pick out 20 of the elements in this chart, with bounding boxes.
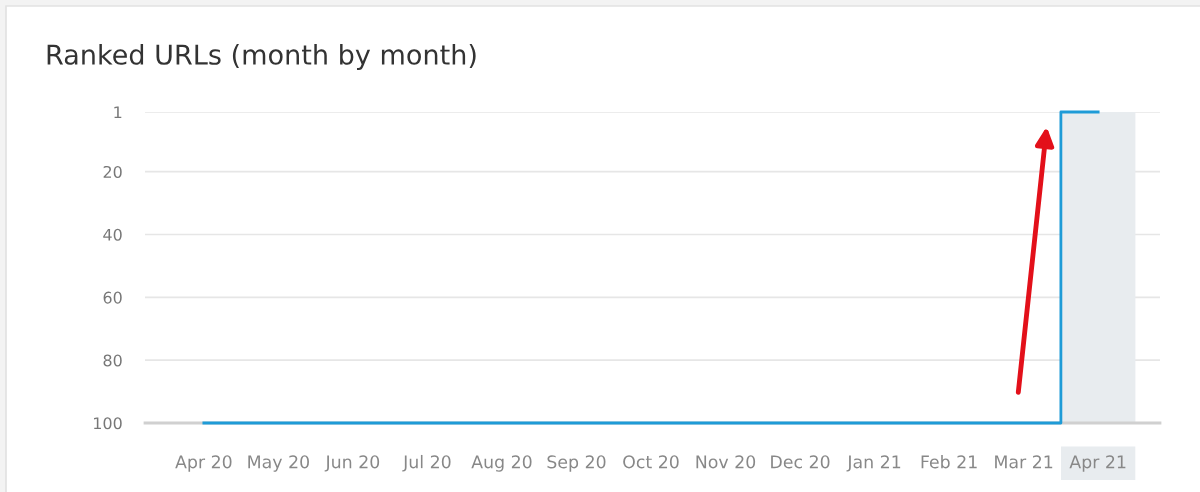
- y-tick-label: 20: [103, 165, 122, 178]
- y-tick-label: 80: [103, 354, 122, 367]
- x-tick-label: Feb 21: [921, 454, 977, 469]
- x-tick-label: May 20: [248, 455, 309, 472]
- x-tick-label: Jul 20: [402, 454, 451, 472]
- y-tick-label: 100: [94, 417, 122, 430]
- x-tick-label: Aug 20: [471, 455, 532, 472]
- x-tick-label: Nov 20: [696, 455, 756, 469]
- y-tick-label: 1: [114, 106, 122, 119]
- y-tick-label: 40: [103, 228, 122, 241]
- x-tick-label: Jun 20: [324, 455, 380, 472]
- x-tick-label: Mar 21: [995, 455, 1053, 469]
- x-tick-label: Sep 20: [547, 455, 606, 472]
- x-tick-label: Apr 20: [175, 455, 232, 472]
- x-tick-label: Apr 21: [1069, 455, 1126, 472]
- x-tick-label: Oct 20: [623, 455, 679, 469]
- x-tick-label: Jan 21: [846, 455, 901, 472]
- y-tick-label: 60: [103, 291, 122, 304]
- x-tick-label: Dec 20: [771, 455, 830, 469]
- chart-title: Ranked URLs (month by month): [47, 43, 476, 71]
